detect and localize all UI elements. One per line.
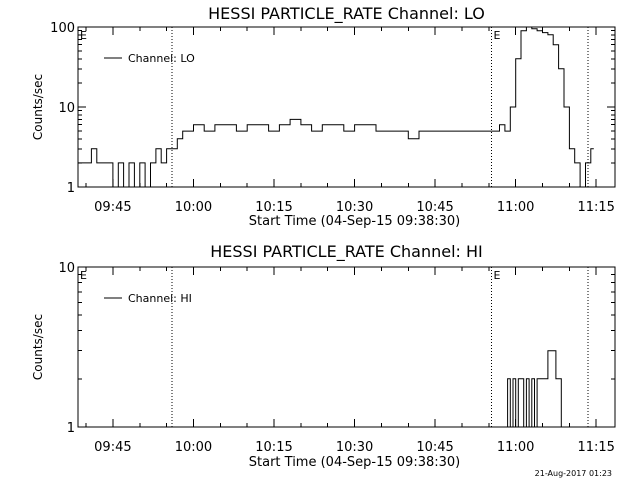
x-tick-label: 10:15 [255,200,292,215]
y-tick-label: 10 [58,101,75,116]
x-tick-label: 11:15 [577,440,614,455]
x-tick-label: 10:00 [175,200,212,215]
chart-title: HESSI PARTICLE_RATE Channel: HI [210,242,483,262]
x-axis-label: Start Time (04-Sep-15 09:38:30) [249,455,460,470]
event-label: E [493,29,500,42]
y-tick-label: 1 [67,421,75,436]
chart-title: HESSI PARTICLE_RATE Channel: LO [208,4,485,24]
event-label: E [80,29,87,42]
event-label: E [493,269,500,282]
x-tick-label: 10:30 [336,200,373,215]
chart-panel-lo: HESSI PARTICLE_RATE Channel: LO 09:45 10:0… [31,4,616,229]
legend-label: Channel: HI [128,292,192,305]
plot-frame [77,26,616,188]
x-axis-label: Start Time (04-Sep-15 09:38:30) [249,214,460,229]
x-tick-label: 10:30 [336,440,373,455]
x-tick-label: 10:45 [416,440,453,455]
x-tick-label: 10:00 [175,440,212,455]
x-tick-label: 10:15 [255,440,292,455]
chart-panel-hi: HESSI PARTICLE_RATE Channel: HI 09:45 10:0… [31,242,616,470]
event-label: E [80,269,87,282]
x-tick-label: 11:00 [497,440,534,455]
series-line [504,350,565,428]
y-tick-label: 100 [50,21,75,36]
y-tick-label: 10 [58,261,75,276]
series-line [78,26,594,188]
x-tick-label: 09:45 [94,440,131,455]
x-tick-label: 11:15 [577,200,614,215]
x-tick-label: 11:00 [497,200,534,215]
x-tick-label: 09:45 [94,200,131,215]
y-axis-label: Counts/sec [31,314,45,380]
y-axis-label: Counts/sec [31,74,45,140]
timestamp-stamp: 21-Aug-2017 01:23 [535,469,612,478]
y-tick-label: 1 [67,181,75,196]
plot-frame [77,266,616,428]
x-tick-label: 10:45 [416,200,453,215]
legend-label: Channel: LO [128,52,195,65]
